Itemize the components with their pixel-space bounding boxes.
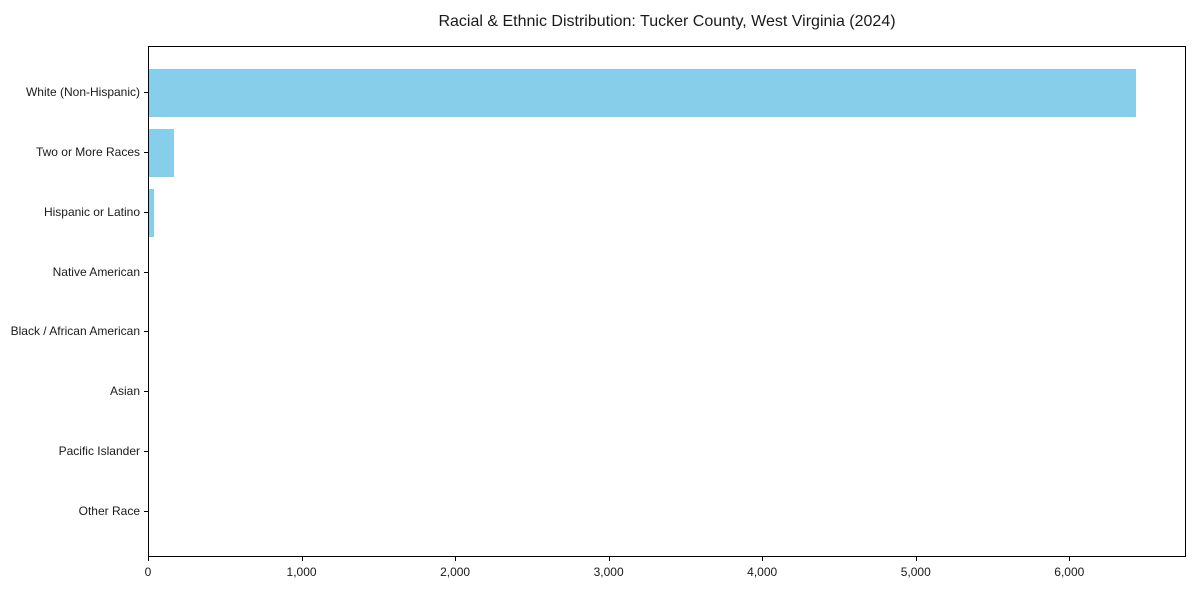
chart-title: Racial & Ethnic Distribution: Tucker Cou… bbox=[438, 13, 896, 30]
x-tick-mark-6 bbox=[1069, 557, 1071, 561]
y-tick-label-7: Other Race bbox=[78, 504, 140, 518]
x-tick-mark-3 bbox=[608, 557, 610, 561]
x-tick-label-2: 2,000 bbox=[440, 565, 471, 579]
y-tick-mark-6 bbox=[144, 451, 148, 453]
x-tick-label-4: 4,000 bbox=[747, 565, 778, 579]
y-tick-label-3: Native American bbox=[52, 264, 140, 279]
y-tick-mark-4 bbox=[144, 331, 148, 333]
x-tick-mark-2 bbox=[455, 557, 457, 561]
y-tick-mark-3 bbox=[144, 271, 148, 273]
x-tick-mark-0 bbox=[148, 557, 149, 561]
x-tick-label-3: 3,000 bbox=[593, 565, 624, 579]
y-tick-label-2: Hispanic or Latino bbox=[43, 204, 140, 219]
bar-0 bbox=[149, 69, 1136, 117]
y-tick-mark-7 bbox=[144, 511, 148, 512]
y-tick-label-4: Black / African American bbox=[10, 324, 140, 339]
y-tick-label-6: Pacific Islander bbox=[58, 444, 140, 459]
y-tick-label-5: Asian bbox=[109, 384, 140, 399]
x-tick-mark-4 bbox=[762, 557, 764, 561]
x-tick-label-5: 5,000 bbox=[900, 565, 931, 579]
x-tick-mark-1 bbox=[301, 557, 303, 561]
x-tick-label-0: 0 bbox=[144, 565, 152, 579]
bar-1 bbox=[149, 128, 175, 177]
x-tick-label-1: 1,000 bbox=[286, 565, 317, 579]
bar-2 bbox=[149, 188, 155, 237]
x-tick-mark-5 bbox=[915, 557, 917, 561]
y-tick-mark-0 bbox=[144, 92, 148, 93]
plot-area bbox=[148, 46, 1186, 557]
y-tick-mark-5 bbox=[144, 391, 148, 393]
y-tick-mark-2 bbox=[144, 211, 148, 213]
y-tick-mark-1 bbox=[144, 151, 148, 153]
y-tick-label-0: White (Non-Hispanic) bbox=[25, 85, 140, 99]
x-tick-label-6: 6,000 bbox=[1054, 565, 1085, 579]
y-tick-label-1: Two or More Races bbox=[35, 144, 140, 159]
